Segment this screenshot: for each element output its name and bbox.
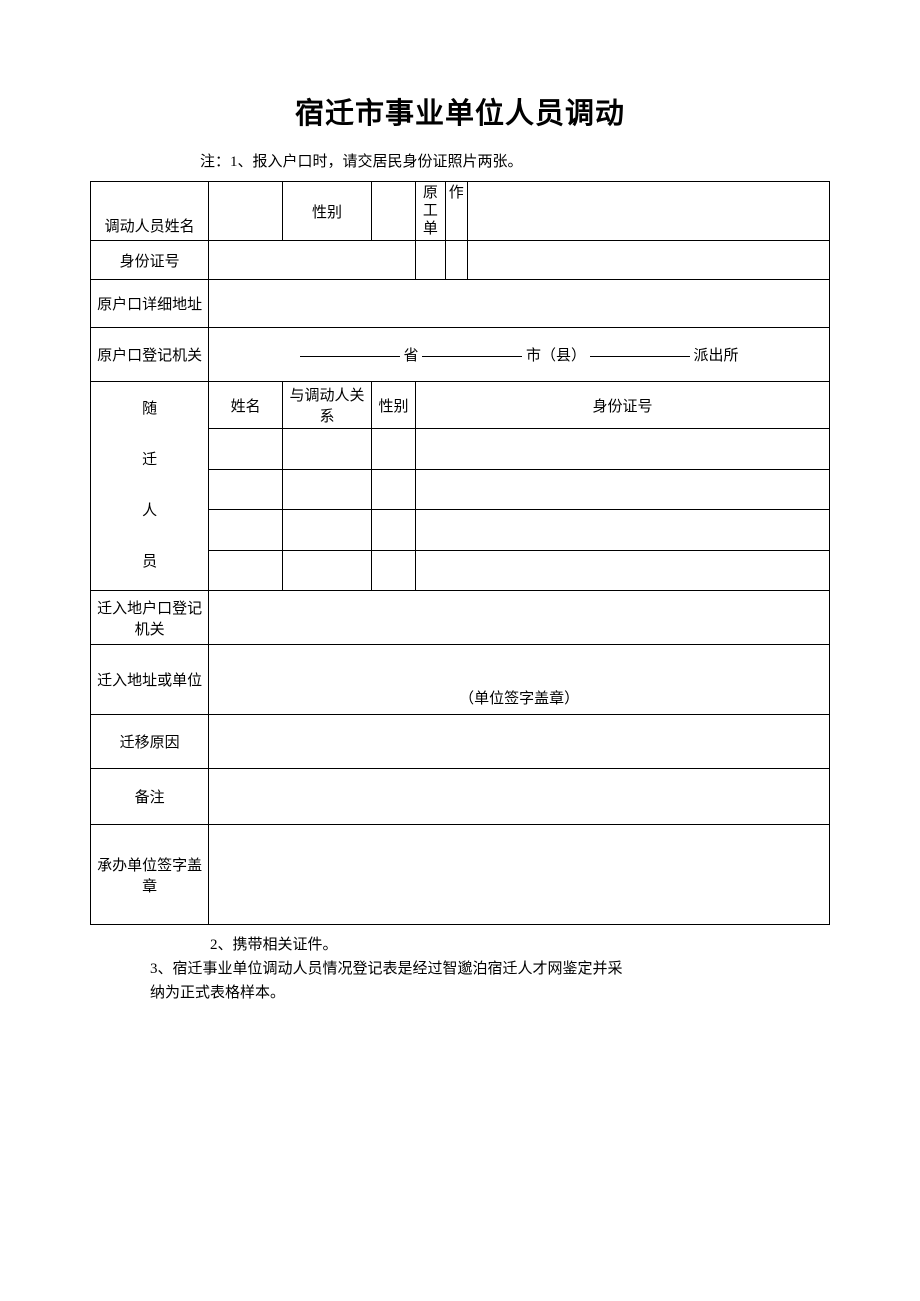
dep2-rel: [283, 469, 372, 509]
doc-title: 宿迁市事业单位人员调动: [90, 90, 830, 132]
orig-unit-bot: 单: [423, 221, 438, 237]
dep3-name: [209, 510, 283, 550]
dep3-id: [416, 510, 830, 550]
dep2-id: [416, 469, 830, 509]
field-reason: [209, 715, 830, 769]
dep4-rel: [283, 550, 372, 590]
label-name: 调动人员姓名: [91, 182, 209, 241]
label-dep-id: 身份证号: [416, 382, 830, 429]
dep1-name: [209, 429, 283, 469]
dep1-gender: [371, 429, 415, 469]
blank-station: [590, 356, 690, 357]
orig-unit-top: 原工: [423, 185, 438, 219]
label-remark: 备注: [91, 769, 209, 825]
dep1-id: [416, 429, 830, 469]
note3-line2: 纳为正式表格样本。: [150, 981, 830, 1005]
label-orig-addr: 原户口详细地址: [91, 280, 209, 328]
field-id-d: [467, 241, 829, 280]
dep-t4: 员: [142, 554, 157, 570]
dep3-rel: [283, 510, 372, 550]
label-dependents: 随 迁 人 员: [91, 382, 209, 591]
dep-t2: 迁: [142, 452, 157, 468]
note-prefix: 注：: [200, 154, 230, 170]
label-dep-relation: 与调动人关系: [283, 382, 372, 429]
text-prov: 省: [403, 348, 418, 364]
field-orig-reg: 省 市（县） 派出所: [209, 328, 830, 382]
field-orig-unit: [467, 182, 829, 241]
notes-bottom: 2、携带相关证件。 3、宿迁事业单位调动人员情况登记表是经过智邈泊宿迁人才网鉴定…: [90, 933, 830, 1005]
label-dep-name: 姓名: [209, 382, 283, 429]
note2: 2、携带相关证件。: [210, 933, 830, 957]
dep4-id: [416, 550, 830, 590]
label-dest-reg: 迁入地户口登记机关: [91, 591, 209, 645]
label-dep-gender: 性别: [371, 382, 415, 429]
field-id-b: [416, 241, 446, 280]
label-orig-unit-b: 作: [445, 182, 467, 241]
field-name: [209, 182, 283, 241]
dep3-gender: [371, 510, 415, 550]
dep4-name: [209, 550, 283, 590]
dep4-gender: [371, 550, 415, 590]
text-station: 派出所: [694, 348, 739, 364]
field-id-a: [209, 241, 416, 280]
label-orig-unit-a: 原工 单: [416, 182, 446, 241]
dep-t3: 人: [142, 503, 157, 519]
blank-city: [422, 356, 522, 357]
note3-line1: 3、宿迁事业单位调动人员情况登记表是经过智邈泊宿迁人才网鉴定并采: [150, 957, 830, 981]
label-id: 身份证号: [91, 241, 209, 280]
unit-sign-text: （单位签字盖章）: [459, 691, 579, 707]
note-top: 注：1、报入户口时，请交居民身份证照片两张。: [200, 150, 830, 171]
field-gender: [371, 182, 415, 241]
label-gender: 性别: [283, 182, 372, 241]
blank-prov: [300, 356, 400, 357]
note1-text: 1、报入户口时，请交居民身份证照片两张。: [230, 154, 523, 170]
dep2-name: [209, 469, 283, 509]
label-handler-sign: 承办单位签字盖章: [91, 825, 209, 925]
label-dest-addr: 迁入地址或单位: [91, 645, 209, 715]
field-remark: [209, 769, 830, 825]
field-dest-addr: （单位签字盖章）: [209, 645, 830, 715]
form-table: 调动人员姓名 性别 原工 单 作 身份证号 原户口详细地址 原户口登记机关 省 …: [90, 181, 830, 925]
label-orig-reg: 原户口登记机关: [91, 328, 209, 382]
field-handler-sign: [209, 825, 830, 925]
dep-t1: 随: [142, 401, 157, 417]
field-dest-reg: [209, 591, 830, 645]
field-id-c: [445, 241, 467, 280]
field-orig-addr: [209, 280, 830, 328]
dep2-gender: [371, 469, 415, 509]
label-reason: 迁移原因: [91, 715, 209, 769]
dep1-rel: [283, 429, 372, 469]
text-city: 市（县）: [526, 348, 586, 364]
